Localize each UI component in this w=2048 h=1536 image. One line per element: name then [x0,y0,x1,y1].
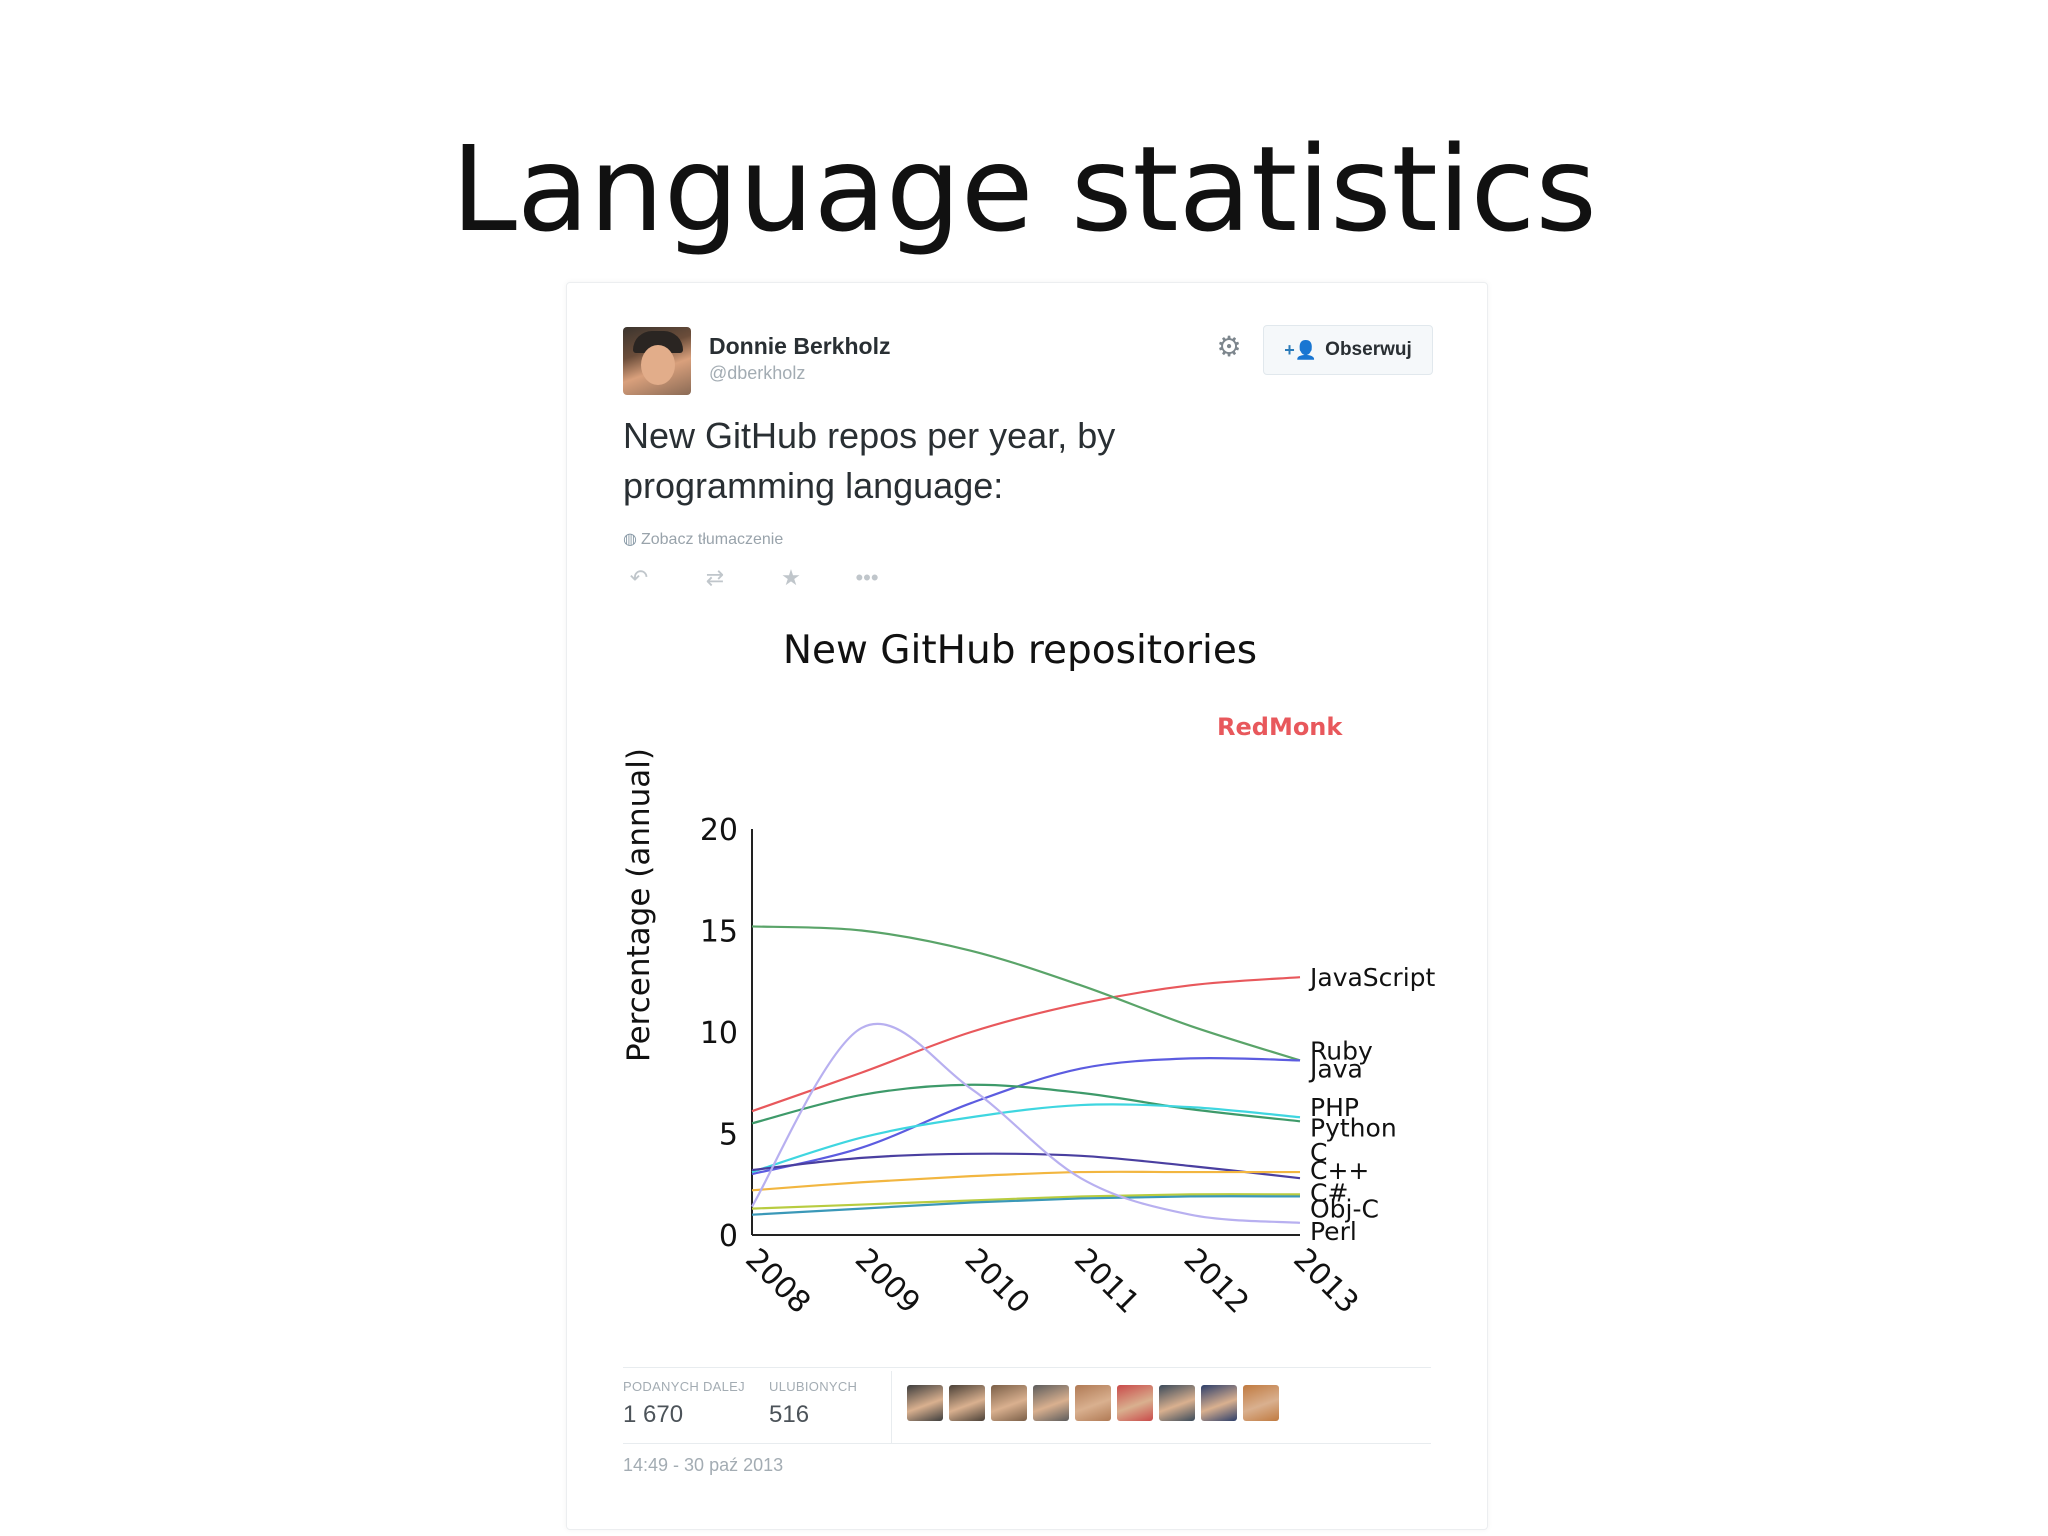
favorites-label: ULUBIONYCH [769,1379,858,1394]
x-tick-label: 2010 [958,1242,1037,1321]
follow-label: Obserwuj [1325,339,1412,360]
globe-icon: ◍ [623,531,637,548]
retweets-label: PODANYCH DALEJ [623,1379,745,1394]
favoriter-avatar[interactable] [1033,1385,1069,1421]
y-tick-label: 15 [700,915,738,950]
chart-title: New GitHub repositories [783,628,1257,673]
x-tick-label: 2009 [848,1242,927,1321]
retweet-icon[interactable]: ⇄ [705,565,725,590]
favoriter-avatar[interactable] [907,1385,943,1421]
add-person-icon: +👤 [1284,339,1318,360]
star-icon[interactable]: ★ [781,565,801,590]
x-tick-label: 2011 [1067,1242,1146,1321]
favoriter-avatar[interactable] [1243,1385,1279,1421]
tweet-actions: ↶ ⇄ ★ ••• [623,565,883,591]
y-axis-label: Percentage (annual) [621,748,657,1062]
series-line-c- [751,1170,1300,1192]
y-tick-label: 5 [719,1118,738,1153]
series-end-label: Java [1308,1055,1363,1084]
x-tick-label: 2013 [1286,1242,1365,1321]
chart-watermark: RedMonk [1217,713,1343,741]
series-end-label: JavaScript [1308,963,1436,992]
series-line-perl [751,1022,1301,1224]
user-handle[interactable]: @dberkholz [709,363,806,383]
line-chart: New GitHub repositories RedMonk Percenta… [621,628,1436,1321]
avatar[interactable] [623,327,691,395]
favoriter-avatar[interactable] [1159,1385,1195,1421]
retweets-count[interactable]: 1 670 [623,1401,684,1428]
series-line-c- [751,1193,1301,1210]
series-line-python [751,1103,1301,1174]
favoriter-avatar[interactable] [949,1385,985,1421]
translate-link[interactable]: ◍ Zobacz tłumaczenie [623,529,783,549]
series-line-obj-c [751,1195,1301,1216]
stats-divider-bottom [623,1443,1431,1444]
favoriter-avatar[interactable] [1117,1385,1153,1421]
avatar-face [641,345,675,385]
favorites-count[interactable]: 516 [769,1401,810,1428]
timestamp[interactable]: 14:49 - 30 paź 2013 [623,1455,784,1475]
series-line-javascript [751,976,1301,1113]
series-end-label: Obj-C [1310,1195,1379,1224]
reply-icon[interactable]: ↶ [629,565,649,590]
series-end-label: C++ [1310,1156,1369,1185]
series-end-label: C# [1310,1178,1348,1207]
tweet-card: Donnie Berkholz @dberkholz ⚙ +👤 Obserwuj… [566,282,1488,1530]
series-end-label: PHP [1310,1093,1359,1122]
series-end-label: Perl [1310,1217,1357,1246]
plot-area: 0 5 10 15 20 2008 2009 2010 2011 2012 2013 JavaScri… [700,813,1436,1321]
series-line-php [751,1083,1301,1125]
avatar-cap [633,331,683,353]
more-icon[interactable]: ••• [855,565,879,590]
series-end-label: Python [1310,1113,1397,1142]
y-tick-label: 10 [700,1016,738,1051]
y-tick-label: 20 [700,813,738,848]
follow-button[interactable]: +👤 Obserwuj [1263,325,1433,375]
series-line-c [751,1152,1301,1180]
x-tick-label: 2008 [738,1242,817,1321]
translate-label: Zobacz tłumaczenie [640,531,784,548]
stats-divider-vertical [891,1371,892,1443]
y-tick-label: 0 [719,1219,738,1254]
stats-divider-top [623,1367,1431,1368]
tweet-text-line-2: programming language: [623,465,1004,506]
favoriter-avatar[interactable] [1075,1385,1111,1421]
gear-icon[interactable]: ⚙ [1216,331,1242,362]
series-line-ruby [751,925,1301,1062]
favoriter-avatars [907,1385,1279,1421]
x-tick-label: 2012 [1177,1242,1256,1321]
series-end-label: Ruby [1310,1036,1373,1065]
slide-title: Language statistics [451,120,1597,258]
series-line-java [751,1056,1301,1176]
display-name[interactable]: Donnie Berkholz [709,333,891,359]
favoriter-avatar[interactable] [991,1385,1027,1421]
series-end-label: C [1310,1138,1327,1167]
favoriter-avatar[interactable] [1201,1385,1237,1421]
tweet-text: New GitHub repos per year, by programmin… [623,411,1443,511]
tweet-text-line-1: New GitHub repos per year, by [623,415,1116,456]
